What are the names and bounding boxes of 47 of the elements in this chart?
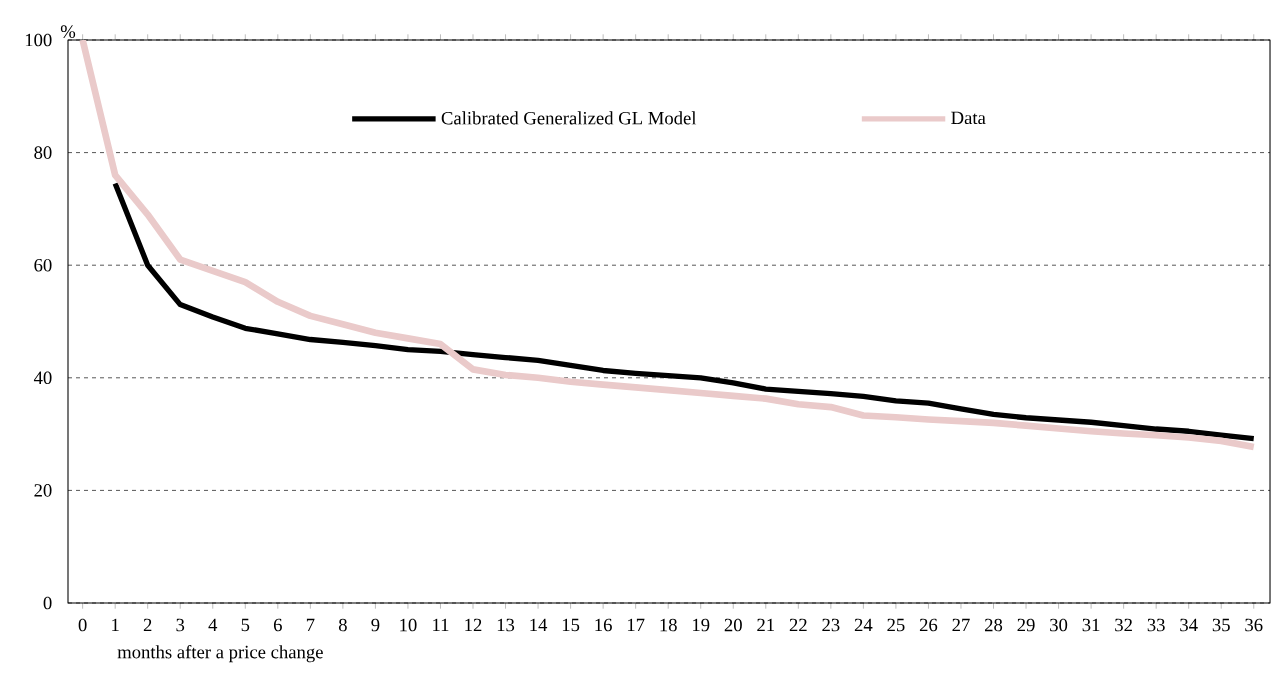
x-tick-label: 33 [1147,618,1165,632]
x-tick-label: 24 [854,618,873,632]
x-tick-label: 14 [530,618,548,632]
y-tick-label: 100 [25,33,52,47]
x-tick-label: 4 [208,618,218,632]
x-tick-label: 3 [176,618,185,632]
x-axis-title: months after a price change [117,645,323,663]
x-tick-label: 7 [306,618,315,631]
x-tick-label: 13 [497,618,515,632]
x-tick-label: 22 [789,618,807,632]
y-tick-label: 80 [34,146,52,159]
x-tick-label: 29 [1017,618,1035,632]
y-tick-label: 60 [34,258,52,272]
x-tick-label: 30 [1050,618,1068,632]
x-tick-label: 28 [984,618,1003,632]
x-tick-label: 35 [1212,618,1230,632]
x-tick-label: 8 [338,618,347,632]
x-tick-label: 17 [627,618,645,632]
y-tick-label: 0 [43,596,52,610]
legend-label: Calibrated Generalized GL Model [441,111,697,125]
x-tick-label: 19 [693,618,710,632]
x-tick-label: 36 [1245,618,1263,632]
x-tick-label: 21 [757,618,775,632]
x-tick-label: 23 [822,618,840,632]
x-tick-label: 26 [919,618,938,632]
y-axis-title: % [60,25,76,38]
x-tick-label: 15 [562,618,580,632]
x-tick-label: 1 [112,618,119,632]
y-tick-label: 20 [34,484,52,497]
x-tick-label: 25 [887,618,905,632]
y-tick-label: 40 [33,371,52,385]
x-tick-label: 20 [724,618,742,632]
x-tick-label: 2 [143,618,152,632]
x-tick-label: 27 [952,618,970,632]
x-tick-label: 6 [273,618,282,632]
legend-label: Data [951,111,986,125]
x-tick-label: 0 [78,618,87,632]
x-tick-label: 9 [371,618,380,632]
x-tick-label: 5 [241,618,250,632]
x-tick-label: 16 [595,618,612,632]
x-tick-label: 12 [465,618,482,632]
x-tick-label: 18 [660,618,677,632]
x-tick-label: 32 [1115,618,1132,632]
x-tick-label: 31 [1082,618,1100,632]
x-tick-label: 34 [1180,618,1198,632]
x-tick-label: 10 [400,618,417,632]
x-tick-label: 11 [433,618,449,632]
